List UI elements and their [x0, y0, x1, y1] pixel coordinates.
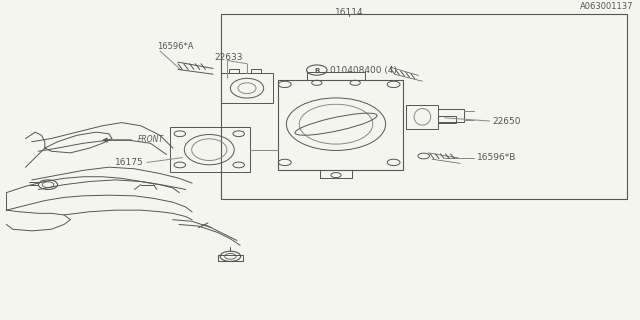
Text: 22633: 22633: [214, 53, 243, 62]
Circle shape: [220, 251, 241, 261]
Text: A063001137: A063001137: [580, 2, 634, 11]
Text: B: B: [314, 68, 319, 74]
Text: 16596*B: 16596*B: [477, 153, 516, 162]
Text: FRONT: FRONT: [138, 135, 164, 144]
Text: 010408400 (4): 010408400 (4): [330, 66, 397, 75]
Text: 22650: 22650: [493, 116, 522, 125]
Text: 16114: 16114: [335, 8, 363, 17]
Text: 16175: 16175: [115, 158, 144, 167]
Bar: [221, 73, 273, 103]
Circle shape: [38, 180, 58, 189]
Bar: [438, 116, 456, 123]
Bar: [221, 14, 627, 199]
Bar: [251, 69, 261, 73]
Bar: [278, 80, 403, 170]
Bar: [438, 109, 464, 122]
Bar: [170, 127, 250, 172]
Bar: [229, 69, 239, 73]
Text: 16596*A: 16596*A: [157, 42, 193, 51]
Bar: [406, 105, 438, 129]
